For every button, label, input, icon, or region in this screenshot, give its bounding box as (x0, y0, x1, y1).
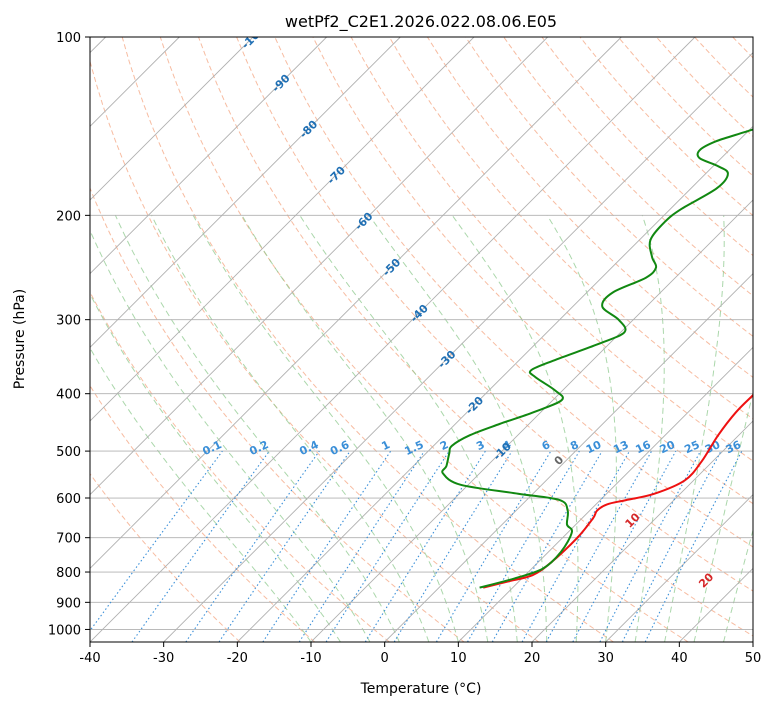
x-tick-label: 10 (450, 651, 467, 666)
y-tick-label: 400 (56, 388, 81, 403)
mixing-ratio-line (572, 450, 677, 642)
moist-adiabat-line (368, 215, 548, 642)
mixing-ratio-line (393, 450, 513, 642)
moist-adiabat-line (664, 215, 725, 642)
x-tick-label: 40 (671, 651, 688, 666)
dewpoint-line (441, 128, 753, 589)
y-tick-label: 200 (56, 209, 81, 224)
mixing-ratio-line (545, 450, 653, 642)
profile-lines (441, 128, 753, 589)
mixing-ratio-label: 20 (658, 438, 678, 456)
y-tick-label: 1000 (48, 623, 81, 638)
y-tick-label: 700 (56, 532, 81, 547)
x-axis-label: Temperature (°C) (360, 681, 482, 697)
mixing-ratio-label: 13 (611, 438, 630, 456)
moist-adiabat-line (90, 229, 371, 642)
moist-adiabat-line (546, 215, 617, 642)
plot-background (90, 37, 753, 642)
mixing-ratio-line (644, 450, 743, 642)
mixing-ratio-line (131, 450, 270, 642)
isotherm-line (605, 494, 753, 642)
dry-adiabat-line (771, 37, 775, 642)
grid-lines (90, 37, 775, 642)
mixing-ratio-line (521, 450, 630, 642)
moist-adiabat-line (90, 347, 312, 642)
dry-adiabat-line (198, 37, 753, 637)
dry-adiabat-line (90, 472, 241, 642)
isotherm-line (90, 37, 696, 642)
chart-title: wetPf2_C2E1.2026.022.08.06.E05 (285, 12, 557, 32)
dry-adiabat-line (90, 59, 540, 642)
x-tick-label: 20 (524, 651, 541, 666)
mixing-ratio-line (325, 450, 450, 642)
y-tick-label: 800 (56, 566, 81, 581)
isotherm-line (163, 52, 753, 642)
mixing-ratio-line (218, 450, 351, 642)
x-tick-label: 50 (745, 651, 762, 666)
moist-adiabat-line (151, 215, 430, 642)
isotherm-line (90, 37, 327, 275)
moist-adiabat-label: 30 (770, 630, 775, 650)
dry-adiabat-line (90, 384, 316, 642)
isotherm-line (90, 37, 622, 569)
mixing-ratio-label: 10 (584, 438, 604, 456)
moist-adiabat-line (451, 215, 579, 642)
y-axis-label: Pressure (hPa) (12, 289, 28, 389)
y-tick-label: 100 (56, 31, 81, 46)
mixing-ratio-label: 16 (633, 438, 653, 456)
x-tick-label: 30 (597, 651, 614, 666)
axes: -40 -30 -20 -10 0 10 20 30 40 50 100 200 300 400 500 60… (48, 31, 761, 666)
dry-adiabat-line (90, 186, 465, 642)
isotherm-line (310, 199, 753, 642)
moist-adiabat-line (634, 215, 665, 642)
isotherm-line (531, 420, 753, 642)
mixing-ratio-line (298, 450, 425, 642)
isotherm-line (90, 37, 254, 201)
moist-adiabat-line (90, 293, 341, 642)
dry-adiabat-line (90, 291, 390, 642)
x-tick-label: 0 (381, 651, 389, 666)
dry-adiabat-line (121, 37, 614, 642)
mixing-ratio-line (185, 450, 320, 642)
isotherm-line (237, 125, 753, 642)
isotherm-line (90, 37, 401, 348)
temperature-line (482, 393, 753, 589)
isotherm-line (90, 37, 548, 496)
dry-adiabat-line (274, 37, 753, 548)
plot-frame (89, 36, 754, 643)
dry-adiabat-line (159, 37, 689, 642)
moist-adiabat-line (192, 215, 459, 642)
moist-adiabat-line (752, 640, 753, 642)
x-tick-label: -20 (227, 651, 248, 666)
y-tick-label: 500 (56, 445, 81, 460)
isotherm-line (90, 37, 475, 422)
moist-adiabat-line (114, 215, 400, 642)
mixing-ratio-label: 25 (682, 438, 701, 456)
isotherm-line (458, 346, 753, 642)
dry-adiabat-line (236, 37, 753, 592)
dry-adiabat-line (503, 37, 753, 297)
isotherm-line (752, 641, 753, 642)
y-tick-label: 900 (56, 596, 81, 611)
isotherm-line (384, 273, 753, 642)
mixing-ratio-line (262, 450, 392, 642)
mixing-ratio-line (90, 450, 223, 632)
dry-adiabat-line (426, 37, 753, 378)
y-tick-label: 600 (56, 492, 81, 507)
dry-adiabat-line (350, 37, 753, 462)
x-tick-label: -10 (300, 651, 321, 666)
y-tick-label: 300 (56, 314, 81, 329)
x-tick-label: -30 (153, 651, 174, 666)
mixing-ratio-label: 36 (724, 438, 744, 456)
x-tick-label: -40 (79, 651, 100, 666)
